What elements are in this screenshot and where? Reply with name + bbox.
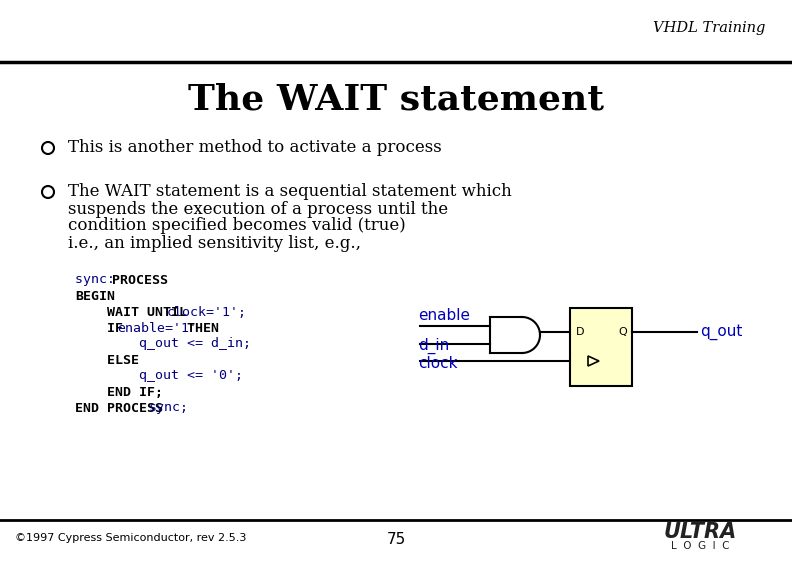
Text: clock='1';: clock='1';	[166, 306, 246, 319]
Text: BEGIN: BEGIN	[75, 289, 115, 302]
Polygon shape	[588, 356, 599, 366]
Text: WAIT UNTIL: WAIT UNTIL	[75, 306, 195, 319]
Text: THEN: THEN	[179, 321, 219, 334]
Text: sync:: sync:	[75, 274, 123, 287]
Text: 75: 75	[386, 533, 406, 547]
Text: q_out <= d_in;: q_out <= d_in;	[75, 338, 251, 351]
Text: sync;: sync;	[148, 401, 188, 415]
Text: The WAIT statement: The WAIT statement	[188, 83, 604, 117]
Text: VHDL Training: VHDL Training	[653, 21, 765, 35]
Text: suspends the execution of a process until the: suspends the execution of a process unti…	[68, 201, 448, 217]
Text: END PROCESS: END PROCESS	[75, 401, 171, 415]
Text: condition specified becomes valid (true): condition specified becomes valid (true)	[68, 217, 406, 234]
Text: q_out: q_out	[700, 324, 742, 340]
Text: END IF;: END IF;	[75, 386, 163, 398]
Text: PROCESS: PROCESS	[112, 274, 168, 287]
Text: IF: IF	[75, 321, 131, 334]
Text: ELSE: ELSE	[75, 353, 139, 366]
Text: ©1997 Cypress Semiconductor, rev 2.5.3: ©1997 Cypress Semiconductor, rev 2.5.3	[15, 533, 246, 543]
Text: i.e., an implied sensitivity list, e.g.,: i.e., an implied sensitivity list, e.g.,	[68, 234, 361, 252]
Circle shape	[42, 186, 54, 198]
Text: L  O  G  I  C: L O G I C	[671, 541, 729, 551]
Text: clock: clock	[418, 356, 458, 370]
Text: ULTRA: ULTRA	[664, 522, 737, 542]
Text: q_out <= '0';: q_out <= '0';	[75, 369, 243, 383]
Text: enable: enable	[418, 309, 470, 324]
Text: d_in: d_in	[418, 338, 449, 354]
Circle shape	[42, 142, 54, 154]
Text: enable='1': enable='1'	[118, 321, 198, 334]
Text: D: D	[576, 327, 584, 337]
Text: This is another method to activate a process: This is another method to activate a pro…	[68, 139, 442, 156]
Text: The WAIT statement is a sequential statement which: The WAIT statement is a sequential state…	[68, 184, 512, 201]
Text: Q: Q	[618, 327, 626, 337]
Bar	[570, 308, 632, 386]
